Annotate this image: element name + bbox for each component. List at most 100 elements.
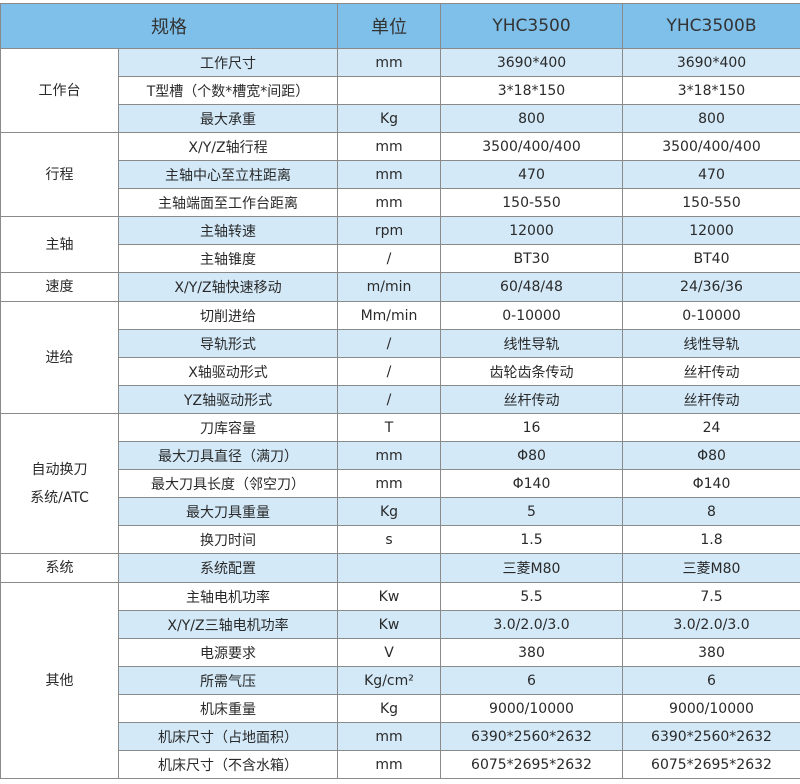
value-model-a: 3.0/2.0/3.0 [441, 611, 623, 639]
value-model-b: 3*18*150 [623, 77, 800, 105]
spec-item: T型槽（个数*槽宽*间距） [119, 77, 338, 105]
value-model-b: 三菱M80 [623, 554, 800, 583]
header-spec: 规格 [1, 4, 338, 49]
spec-item: 工作尺寸 [119, 49, 338, 77]
table-row: YZ轴驱动形式/丝杆传动丝杆传动 [1, 386, 800, 414]
value-model-b: 12000 [623, 217, 800, 245]
spec-unit: Kg [338, 105, 441, 133]
header-row: 规格 单位 YHC3500 YHC3500B [1, 4, 800, 49]
spec-item: X/Y/Z轴快速移动 [119, 273, 338, 302]
spec-unit: mm [338, 133, 441, 161]
spec-unit: / [338, 330, 441, 358]
spec-item: YZ轴驱动形式 [119, 386, 338, 414]
spec-unit: mm [338, 189, 441, 217]
spec-unit: Kw [338, 583, 441, 611]
value-model-a: Φ140 [441, 470, 623, 498]
spec-unit: Kg [338, 695, 441, 723]
header-unit: 单位 [338, 4, 441, 49]
spec-item: 最大承重 [119, 105, 338, 133]
spec-item: X/Y/Z三轴电机功率 [119, 611, 338, 639]
value-model-b: 3500/400/400 [623, 133, 800, 161]
group-label: 其他 [1, 583, 119, 779]
value-model-a: 380 [441, 639, 623, 667]
spec-unit: Kg [338, 498, 441, 526]
spec-unit [338, 77, 441, 105]
value-model-a: 丝杆传动 [441, 386, 623, 414]
value-model-b: 1.8 [623, 526, 800, 554]
value-model-b: 0-10000 [623, 302, 800, 330]
spec-item: 导轨形式 [119, 330, 338, 358]
value-model-a: 3690*400 [441, 49, 623, 77]
value-model-b: 6390*2560*2632 [623, 723, 800, 751]
value-model-a: 5 [441, 498, 623, 526]
value-model-b: 6 [623, 667, 800, 695]
value-model-a: 60/48/48 [441, 273, 623, 302]
value-model-a: 6 [441, 667, 623, 695]
value-model-b: 800 [623, 105, 800, 133]
value-model-b: BT40 [623, 245, 800, 273]
value-model-b: Φ80 [623, 442, 800, 470]
spec-item: 主轴电机功率 [119, 583, 338, 611]
value-model-b: 150-550 [623, 189, 800, 217]
value-model-b: 线性导轨 [623, 330, 800, 358]
spec-unit: Kw [338, 611, 441, 639]
header-model-b: YHC3500B [623, 4, 800, 49]
spec-unit: mm [338, 723, 441, 751]
value-model-a: 三菱M80 [441, 554, 623, 583]
spec-unit: / [338, 358, 441, 386]
spec-item: 最大刀具直径（满刀） [119, 442, 338, 470]
spec-item: X/Y/Z轴行程 [119, 133, 338, 161]
spec-unit: Kg/cm² [338, 667, 441, 695]
value-model-b: 7.5 [623, 583, 800, 611]
value-model-b: 24 [623, 414, 800, 442]
value-model-a: 5.5 [441, 583, 623, 611]
value-model-a: 150-550 [441, 189, 623, 217]
table-row: X轴驱动形式/齿轮齿条传动丝杆传动 [1, 358, 800, 386]
value-model-b: 丝杆传动 [623, 358, 800, 386]
value-model-b: 3.0/2.0/3.0 [623, 611, 800, 639]
value-model-b: 24/36/36 [623, 273, 800, 302]
spec-item: 机床尺寸（占地面积） [119, 723, 338, 751]
value-model-a: 800 [441, 105, 623, 133]
value-model-a: 470 [441, 161, 623, 189]
spec-unit: mm [338, 49, 441, 77]
value-model-a: 1.5 [441, 526, 623, 554]
spec-unit: s [338, 526, 441, 554]
value-model-a: 12000 [441, 217, 623, 245]
spec-item: 最大刀具重量 [119, 498, 338, 526]
value-model-b: 6075*2695*2632 [623, 751, 800, 779]
table-row: 导轨形式/线性导轨线性导轨 [1, 330, 800, 358]
group-label: 进给 [1, 302, 119, 414]
value-model-b: 470 [623, 161, 800, 189]
spec-unit: / [338, 245, 441, 273]
value-model-b: Φ140 [623, 470, 800, 498]
spec-unit: mm [338, 470, 441, 498]
value-model-b: 380 [623, 639, 800, 667]
spec-item: 电源要求 [119, 639, 338, 667]
value-model-a: 0-10000 [441, 302, 623, 330]
header-model-a: YHC3500 [441, 4, 623, 49]
group-label: 速度 [1, 273, 119, 302]
value-model-b: 3690*400 [623, 49, 800, 77]
spec-item: 切削进给 [119, 302, 338, 330]
value-model-a: BT30 [441, 245, 623, 273]
